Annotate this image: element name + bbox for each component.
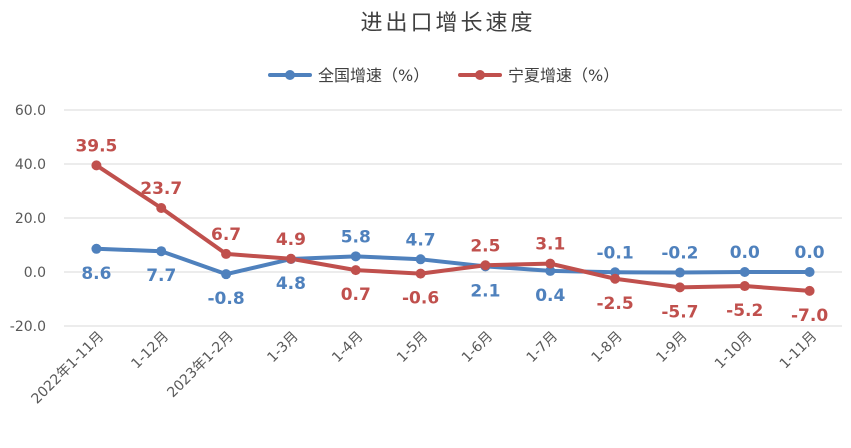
data-point [350, 265, 361, 276]
data-label: 2.1 [470, 281, 500, 301]
series-line-0 [94, 246, 812, 277]
data-label: -0.1 [596, 243, 633, 263]
data-label: 0.0 [795, 243, 825, 263]
data-point [674, 282, 685, 293]
data-point [285, 253, 296, 264]
series-line-1 [94, 163, 812, 293]
x-tick-label: 2022年1-11月 [28, 329, 107, 408]
y-tick-label: 60.0 [15, 103, 46, 119]
x-tick-label: 1-12月 [128, 329, 172, 373]
data-point [739, 267, 750, 277]
chart-title: 进出口增长速度 [360, 11, 535, 36]
data-point [545, 258, 556, 269]
data-label: 7.7 [146, 266, 176, 286]
data-point [156, 203, 167, 214]
data-label: 4.8 [276, 274, 306, 294]
series-lines [94, 163, 812, 293]
data-label: -0.6 [402, 289, 439, 309]
data-label: -2.5 [596, 294, 633, 314]
data-point [415, 254, 426, 265]
x-tick-label: 2023年1-2月 [164, 329, 236, 401]
data-label: 39.5 [75, 136, 117, 156]
data-label: 0.7 [341, 285, 371, 305]
data-label: 0.4 [535, 286, 565, 306]
legend-marker [285, 70, 295, 80]
x-tick-label: 1-4月 [329, 329, 366, 366]
series-points [91, 160, 815, 296]
y-tick-label: 0.0 [24, 265, 46, 281]
y-tick-label: 20.0 [15, 211, 46, 227]
data-label: 8.6 [81, 264, 111, 284]
y-tick-label: -20.0 [10, 319, 46, 335]
data-point [610, 273, 621, 284]
legend-label: 宁夏增速（%） [508, 66, 619, 85]
data-point [221, 248, 232, 259]
data-point [156, 246, 167, 257]
legend: 全国增速（%） 宁夏增速（%） [268, 66, 619, 85]
data-point [545, 265, 556, 276]
data-point [480, 260, 491, 271]
data-point [350, 251, 361, 262]
data-label: 5.8 [341, 227, 371, 247]
x-tick-label: 1-10月 [712, 329, 756, 373]
legend-marker [475, 70, 485, 80]
data-label: 0.0 [730, 243, 760, 263]
data-point [804, 285, 815, 296]
gridlines [64, 109, 842, 327]
x-tick-label: 1-6月 [459, 329, 496, 366]
y-tick-label: 40.0 [15, 157, 46, 173]
data-label: 2.5 [470, 236, 500, 256]
y-axis: 60.0 40.0 20.0 0.0 -20.0 [10, 103, 46, 335]
x-tick-label: 1-7月 [524, 329, 561, 366]
data-point [674, 267, 685, 278]
data-label: 6.7 [211, 225, 241, 245]
data-label: -0.8 [207, 289, 244, 309]
data-label: 3.1 [535, 235, 565, 255]
data-point [804, 267, 815, 277]
data-label: 4.7 [406, 230, 436, 250]
data-point [91, 243, 102, 254]
data-label: 4.9 [276, 230, 306, 250]
data-label: -0.2 [661, 244, 698, 264]
data-label: -7.0 [791, 306, 828, 326]
data-labels: 8.6 7.7 -0.8 4.8 5.8 4.7 2.1 0.4 -0.1 -0.2 0.0 0.0 3… [75, 136, 828, 326]
data-label: -5.7 [661, 302, 698, 322]
x-tick-label: 1-5月 [394, 329, 431, 366]
data-label: -5.2 [726, 301, 763, 321]
data-label: 23.7 [140, 179, 182, 199]
data-point [739, 281, 750, 292]
data-point [91, 160, 102, 171]
legend-label: 全国增速（%） [318, 66, 429, 85]
data-point [415, 268, 426, 279]
x-tick-label: 1-8月 [589, 329, 626, 366]
x-tick-label: 1-3月 [264, 329, 301, 366]
x-tick-label: 1-9月 [653, 329, 690, 366]
x-tick-label: 1-11月 [777, 329, 821, 373]
data-point [221, 269, 232, 280]
